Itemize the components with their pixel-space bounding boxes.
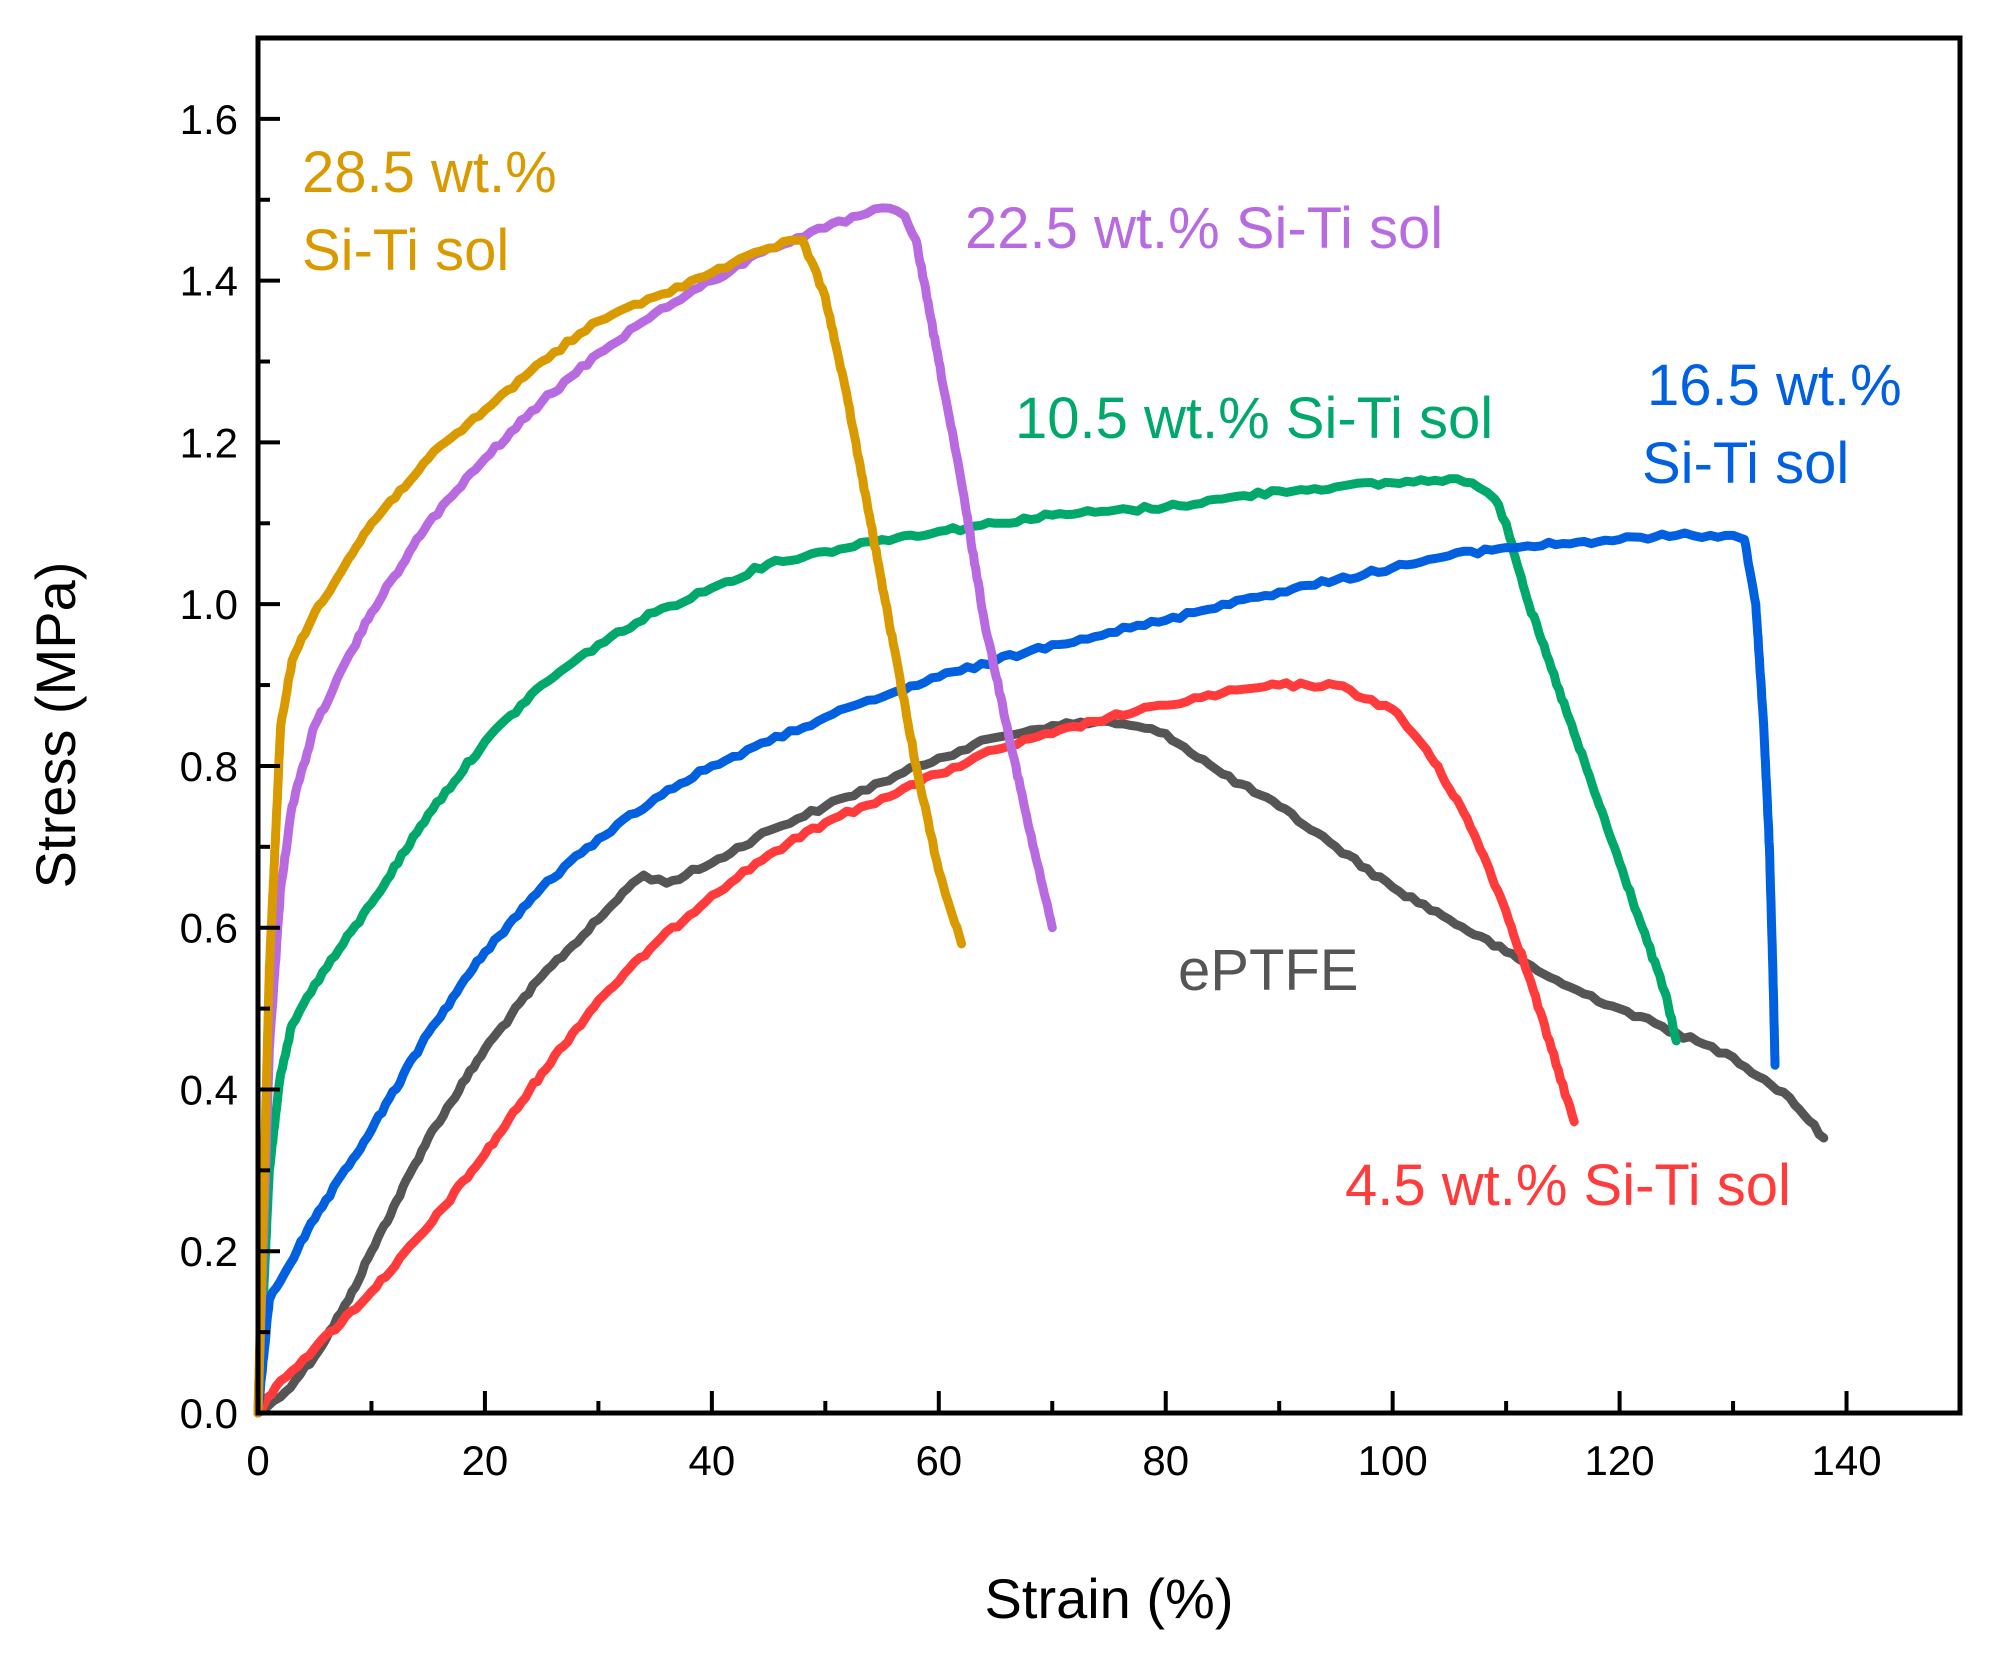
y-tick-label: 1.6 xyxy=(180,96,238,143)
series-label-3: 16.5 wt.% xyxy=(1647,353,1902,418)
series-label-3: Si-Ti sol xyxy=(1642,431,1849,496)
y-tick-label: 0.0 xyxy=(180,1390,238,1437)
plot-frame xyxy=(255,35,1963,1416)
series-labels-layer: ePTFE 4.5 wt.% Si-Ti sol 10.5 wt.% Si-Ti s… xyxy=(302,140,1902,1218)
y-tick-label: 1.0 xyxy=(180,581,238,628)
series-label-5: Si-Ti sol xyxy=(302,218,509,283)
series-label-2: 10.5 wt.% Si-Ti sol xyxy=(1015,386,1493,451)
x-axis-title: Strain (%) xyxy=(985,1567,1234,1630)
y-axis-title: Stress (MPa) xyxy=(24,562,87,889)
ticks-layer xyxy=(256,36,1962,1415)
x-tick-label: 60 xyxy=(915,1437,962,1484)
series-line-3 xyxy=(253,528,1780,1418)
x-tick-label: 100 xyxy=(1358,1437,1428,1484)
series-line-2 xyxy=(253,474,1681,1418)
x-tick-label: 20 xyxy=(462,1437,509,1484)
y-tick-label: 1.2 xyxy=(180,419,238,466)
series-line-5 xyxy=(253,235,966,1418)
series-line-0 xyxy=(253,716,1829,1418)
x-tick-label: 120 xyxy=(1585,1437,1655,1484)
tick-labels-layer: 0 20 40 60 80 100 120 140 0.0 0.2 0.4 0.6 0.8 1.0 1.2 1… xyxy=(180,96,1882,1484)
y-tick-label: 0.6 xyxy=(180,905,238,952)
y-tick-label: 0.2 xyxy=(180,1228,238,1275)
y-tick-label: 1.4 xyxy=(180,258,238,305)
series-line-1 xyxy=(253,678,1579,1418)
x-tick-label: 140 xyxy=(1811,1437,1881,1484)
series-label-0: ePTFE xyxy=(1178,938,1359,1003)
series-label-1: 4.5 wt.% Si-Ti sol xyxy=(1345,1153,1791,1218)
x-tick-label: 80 xyxy=(1142,1437,1189,1484)
series-label-4: 22.5 wt.% Si-Ti sol xyxy=(965,196,1443,261)
x-tick-label: 40 xyxy=(689,1437,736,1484)
y-tick-label: 0.4 xyxy=(180,1066,238,1113)
y-tick-label: 0.8 xyxy=(180,743,238,790)
x-tick-label: 0 xyxy=(246,1437,269,1484)
series-label-5: 28.5 wt.% xyxy=(302,140,557,205)
series-layer xyxy=(253,203,1829,1418)
